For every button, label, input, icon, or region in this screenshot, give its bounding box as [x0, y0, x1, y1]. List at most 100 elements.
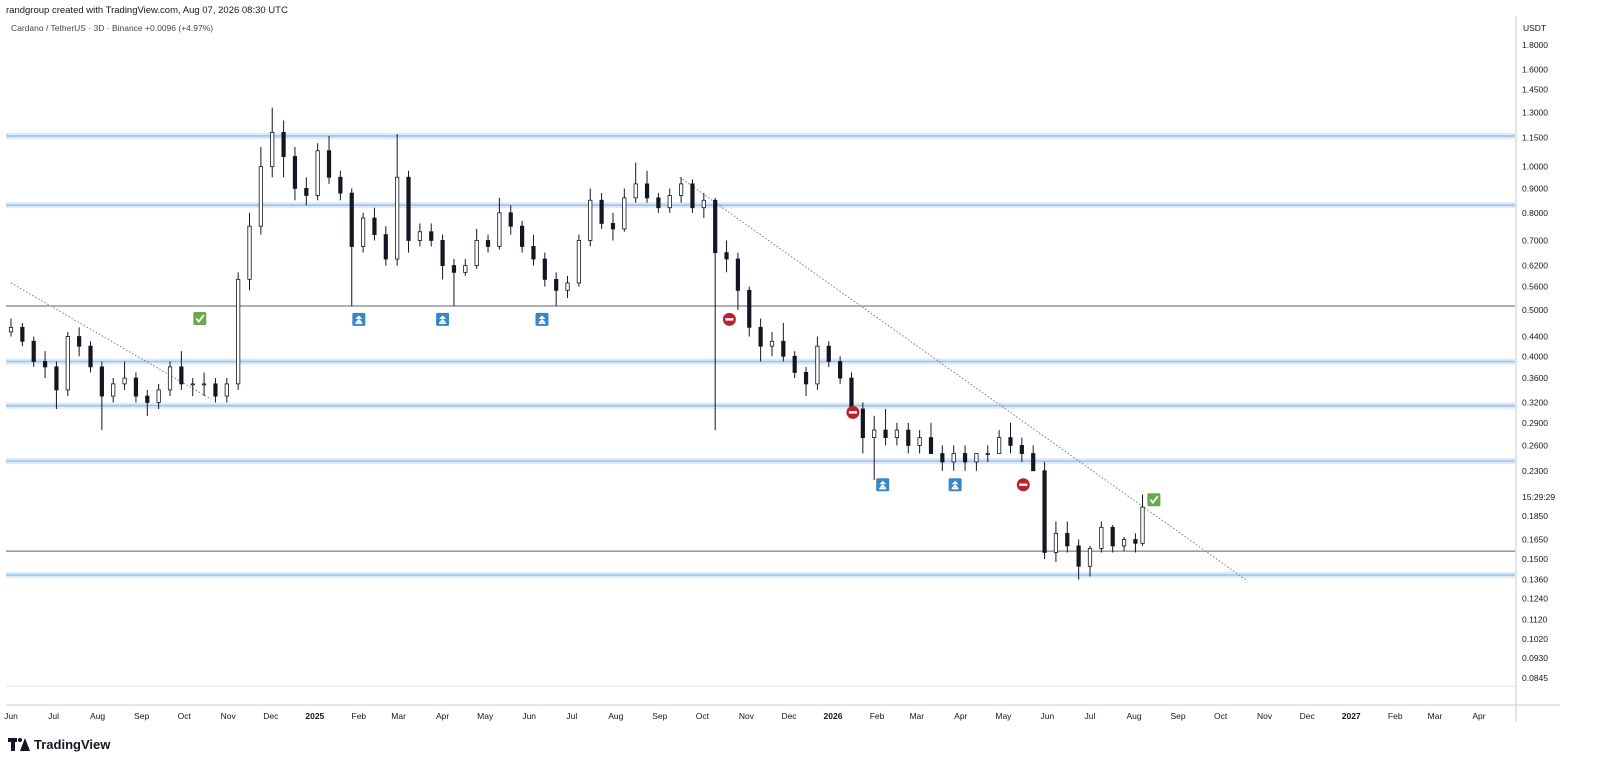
double-arrow-up-icon: [535, 312, 549, 326]
candle: [190, 378, 195, 397]
candle: [997, 430, 1002, 454]
candle-body-down: [1110, 526, 1115, 547]
candle: [1110, 524, 1115, 553]
time-tick-label: Nov: [1257, 711, 1273, 721]
candle: [406, 170, 411, 253]
time-tick-label: Mar: [391, 711, 406, 721]
candle-body-down: [724, 252, 729, 260]
check-icon: [193, 312, 207, 326]
candle-body-down: [54, 366, 59, 391]
candle-body-up: [463, 265, 468, 273]
candle-body-up: [951, 453, 956, 463]
candle: [236, 272, 241, 390]
candle-body-up: [360, 217, 366, 247]
symbol-name: Cardano / TetherUS · 3D · Binance: [11, 23, 143, 33]
time-tick-label: Oct: [178, 711, 192, 721]
candle-body-down: [88, 345, 93, 368]
time-tick-label: Dec: [1300, 711, 1316, 721]
candle: [644, 170, 650, 203]
candle: [713, 197, 718, 431]
candle-body-up: [917, 437, 922, 446]
candle-body-up: [8, 326, 14, 333]
price-tick-label: 0.8000: [1522, 208, 1548, 218]
candle-body-up: [1121, 539, 1127, 547]
candle-body-down: [1133, 539, 1138, 544]
candle: [769, 331, 775, 357]
candle: [940, 445, 945, 471]
horizontal-levels: [6, 132, 1515, 578]
candle-body-down: [531, 246, 536, 260]
candle: [1140, 494, 1145, 546]
candle: [42, 351, 48, 379]
time-tick-label: May: [995, 711, 1012, 721]
price-tick-label: 0.2300: [1522, 466, 1548, 476]
candle: [724, 240, 729, 273]
price-tick-label: 1.3000: [1522, 107, 1548, 117]
candle: [781, 322, 786, 362]
price-tick-label: 0.1500: [1522, 554, 1548, 564]
candle-body-down: [485, 240, 491, 247]
candle-body-down: [690, 183, 695, 209]
candle-body-down: [429, 231, 434, 241]
candle-body-down: [508, 212, 513, 227]
candle-body-up: [315, 150, 320, 196]
price-tick-label: 0.1020: [1522, 634, 1548, 644]
candle-body-down: [758, 326, 763, 347]
candle: [463, 258, 468, 276]
candle: [542, 252, 547, 287]
candle-body-down: [451, 265, 457, 273]
candle: [20, 322, 25, 347]
candle: [838, 356, 843, 384]
candle: [99, 361, 104, 431]
candle: [554, 272, 559, 306]
candle: [440, 234, 445, 280]
candle: [133, 372, 139, 403]
candle: [224, 378, 229, 403]
candle-body-up: [872, 429, 877, 438]
candle: [1042, 461, 1047, 560]
countdown-label: 15:29:29: [1522, 492, 1555, 502]
candle: [247, 212, 252, 291]
price-tick-label: 0.9000: [1522, 183, 1548, 193]
candle: [701, 193, 706, 219]
candle-body-down: [940, 453, 945, 463]
candle-body-down: [906, 429, 911, 446]
candle: [531, 234, 536, 266]
candle-body-down: [1008, 437, 1013, 446]
candle-body-down: [281, 131, 286, 157]
candle: [1008, 422, 1013, 454]
candle-body-down: [656, 197, 661, 209]
time-tick-label: Jul: [1085, 711, 1096, 721]
candle: [1031, 445, 1036, 472]
price-tick-label: 1.8000: [1522, 40, 1548, 50]
candle: [962, 445, 968, 471]
grid: [6, 16, 1560, 722]
candle: [803, 366, 809, 397]
candle-body-down: [781, 340, 786, 357]
price-tick-label: 0.0930: [1522, 653, 1548, 663]
candle: [451, 258, 457, 306]
candle: [928, 422, 934, 454]
candle: [906, 422, 911, 454]
candle: [338, 170, 343, 201]
candle-body-down: [928, 437, 934, 454]
candle-body-down: [792, 355, 797, 373]
candle-body-down: [145, 395, 150, 403]
candle-body-down: [99, 366, 104, 397]
trendlines: [10, 176, 1248, 582]
candle: [747, 286, 752, 337]
candle-body-down: [133, 377, 139, 397]
candle-body-up: [1140, 506, 1145, 544]
candle-body-up: [474, 240, 479, 266]
candle-body-down: [20, 326, 25, 342]
double-arrow-up-icon: [876, 478, 890, 492]
candle-body-down: [372, 217, 377, 236]
candle-body-down: [349, 192, 354, 247]
tradingview-logo[interactable]: TradingView: [8, 737, 110, 752]
time-tick-label: Apr: [436, 711, 449, 721]
time-tick-label: Jun: [1041, 711, 1055, 721]
candle: [167, 361, 173, 397]
candle-body-up: [190, 383, 195, 386]
candle-body-up: [65, 336, 70, 391]
